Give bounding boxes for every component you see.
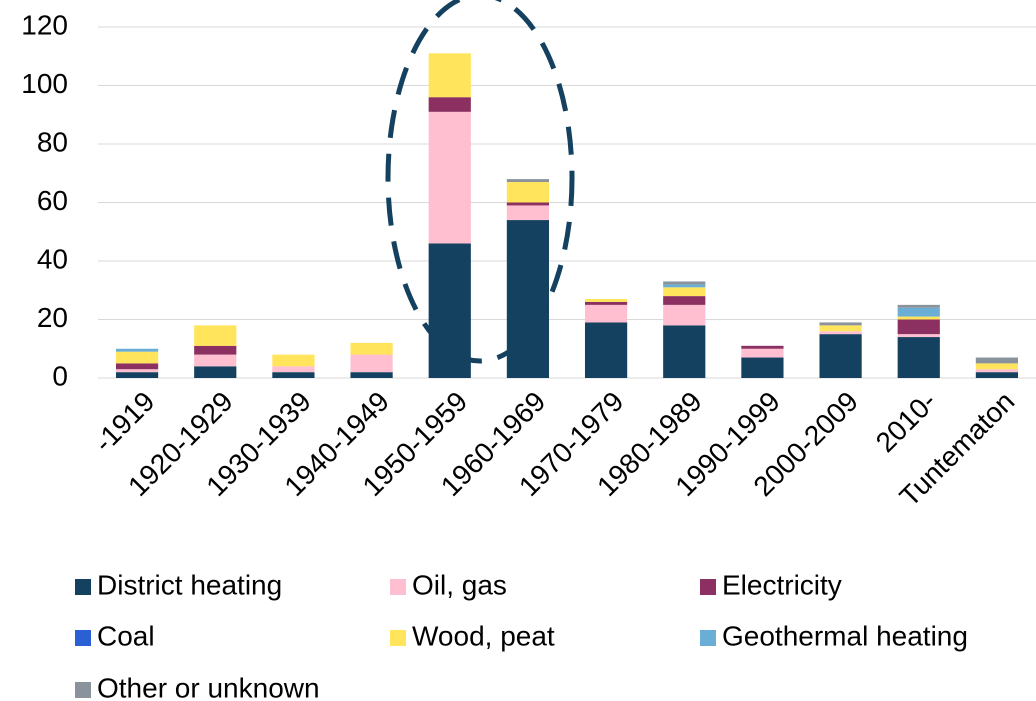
bar-segment <box>584 304 628 323</box>
bar-segment <box>897 316 940 320</box>
bar-segment <box>584 301 628 305</box>
bar-segment <box>584 322 628 378</box>
y-tick-label: 60 <box>37 185 68 216</box>
bar-segment <box>741 348 784 358</box>
bar-segment <box>194 354 237 367</box>
bar-segment <box>194 345 237 355</box>
bar-segment <box>350 354 393 373</box>
bar-segment <box>897 307 940 317</box>
bar-segment <box>115 369 159 373</box>
bar-segment <box>272 366 315 373</box>
y-tick-label: 80 <box>37 126 68 157</box>
bar-segment <box>819 334 862 378</box>
bar-segment <box>663 296 706 305</box>
legend-label: Electricity <box>722 569 842 600</box>
legend-swatch <box>390 630 406 646</box>
bar-segment <box>897 319 940 335</box>
y-tick-label: 100 <box>21 68 68 99</box>
x-tick-label: -1919 <box>88 386 161 459</box>
bar-segment <box>506 179 550 183</box>
bar-segment <box>506 182 550 203</box>
bar-segment <box>506 205 550 221</box>
bar-segment <box>897 337 940 378</box>
bar-segment <box>663 304 706 326</box>
y-tick-label: 20 <box>37 302 68 333</box>
legend-label: Wood, peat <box>412 620 555 651</box>
bar-segment <box>506 220 550 378</box>
bar-segment <box>194 366 237 378</box>
bar-segment <box>350 342 393 355</box>
bar-segment <box>272 372 315 378</box>
y-tick-label: 120 <box>21 9 68 40</box>
bar-segment <box>428 53 471 98</box>
bar-segment <box>975 357 1019 364</box>
legend-label: Other or unknown <box>97 672 320 701</box>
bar-segment <box>897 304 940 308</box>
plot-area: 020406080100120-19191920-19291930-193919… <box>21 9 1036 512</box>
bar-segment <box>115 372 159 378</box>
bar-segment <box>819 322 862 326</box>
legend-swatch <box>75 682 91 698</box>
bar-segment <box>663 287 706 297</box>
bar-segment <box>663 325 706 378</box>
highlight-ellipse <box>385 0 575 364</box>
legend-swatch <box>700 579 716 595</box>
legend-swatch <box>75 630 91 646</box>
y-tick-label: 0 <box>52 360 68 391</box>
bar-segment <box>115 363 159 370</box>
legend-label: District heating <box>97 569 282 600</box>
bar-segment <box>506 202 550 206</box>
legend-label: Coal <box>97 620 155 651</box>
bar-segment <box>663 281 706 285</box>
bar-segment <box>741 357 784 378</box>
legend-label: Geothermal heating <box>722 620 968 651</box>
bar-segment <box>115 348 159 352</box>
bar-segment <box>975 369 1019 373</box>
bar-segment <box>897 334 940 338</box>
legend-swatch <box>75 579 91 595</box>
bar-segment <box>272 354 315 367</box>
bar-segment <box>819 331 862 335</box>
bar-segment <box>975 363 1019 370</box>
bar-segment <box>975 372 1019 378</box>
bar-segment <box>741 345 784 349</box>
x-tick-label: 2010- <box>870 386 943 459</box>
bar-segment <box>819 325 862 332</box>
bar-segment <box>584 299 628 302</box>
bar-segment <box>428 111 471 244</box>
legend-swatch <box>390 579 406 595</box>
y-tick-label: 40 <box>37 243 68 274</box>
legend-swatch <box>700 630 716 646</box>
legend-label: Oil, gas <box>412 569 507 600</box>
bar-segment <box>428 97 471 112</box>
bar-segment <box>194 325 237 346</box>
bar-segment <box>115 351 159 364</box>
bar-segment <box>663 284 706 288</box>
bar-segment <box>350 372 393 378</box>
